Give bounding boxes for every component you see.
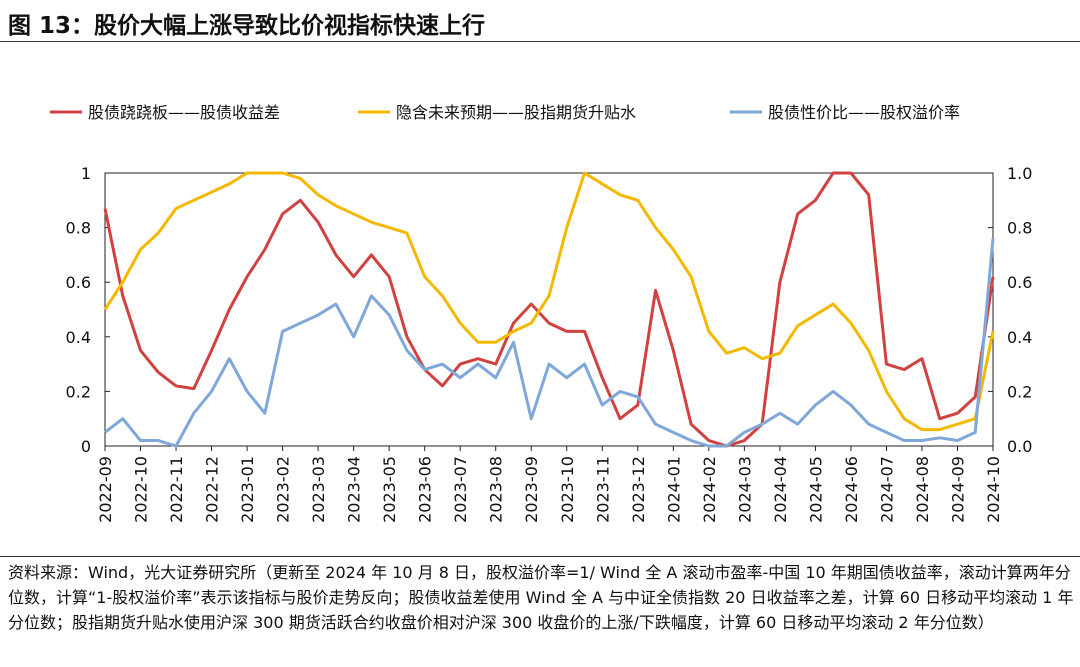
y2-tick-label: 0.2 — [1007, 382, 1032, 401]
x-tick-label: 2024-02 — [700, 456, 719, 523]
y-tick-label: 0.8 — [66, 219, 91, 238]
x-tick-label: 2023-01 — [238, 456, 257, 523]
x-tick-label: 2024-09 — [948, 456, 967, 523]
plot-frame — [104, 172, 994, 447]
x-tick-label: 2023-03 — [309, 456, 328, 523]
x-tick-label: 2023-06 — [416, 456, 435, 523]
y2-tick-label: 0.0 — [1007, 437, 1032, 456]
x-tick-label: 2023-09 — [522, 456, 541, 523]
legend-label: 股债性价比——股权溢价率 — [768, 103, 960, 122]
rule — [0, 41, 1080, 42]
x-tick-label: 2023-02 — [274, 456, 293, 523]
x-tick-label: 2023-05 — [380, 456, 399, 523]
line-series — [103, 171, 995, 448]
y-tick-label: 0.6 — [66, 273, 91, 292]
y2-tick-label: 0.4 — [1007, 328, 1032, 347]
x-tick-label: 2024-01 — [664, 456, 683, 523]
chart: 0 0.2 0.4 0.6 0.8 1 0.0 0.2 0.4 0.6 0.8 1.0 2022-09 2… — [50, 103, 1032, 523]
x-tick-label: 2023-12 — [629, 456, 648, 523]
x-tick-label: 2024-03 — [735, 456, 754, 523]
x-tick-label: 2022-11 — [167, 456, 186, 523]
x-tick-label: 2023-11 — [593, 456, 612, 523]
legend-label: 隐含未来预期——股指期货升贴水 — [396, 103, 636, 122]
line-series — [103, 171, 995, 432]
y2-tick-label: 1.0 — [1007, 164, 1032, 183]
y2-tick-label: 0.6 — [1007, 273, 1032, 292]
x-tick-label: 2023-08 — [487, 456, 506, 523]
x-tick-label: 2024-04 — [771, 456, 790, 523]
y-tick-label: 0.2 — [66, 382, 91, 401]
x-tick-label: 2023-10 — [558, 456, 577, 523]
y-tick-label: 0 — [81, 437, 91, 456]
y-tick-label: 0.4 — [66, 328, 91, 347]
x-tick-label: 2022-10 — [132, 456, 151, 523]
rule — [0, 556, 1080, 557]
note: 资料来源：Wind，光大证券研究所（更新至 2024 年 10 月 8 日，股权… — [8, 563, 1074, 632]
y2-tick-label: 0.8 — [1007, 219, 1032, 238]
x-tick-label: 2023-04 — [345, 456, 364, 523]
x-tick-label: 2022-12 — [203, 456, 222, 523]
x-tick-label: 2024-06 — [842, 456, 861, 523]
y-tick-label: 1 — [81, 164, 91, 183]
x-tick-label: 2024-07 — [877, 456, 896, 523]
x-tick-label: 2024-05 — [806, 456, 825, 523]
title: 图 13：股价大幅上涨导致比价视指标快速上行 — [8, 13, 486, 39]
line-series — [104, 238, 995, 448]
legend-label: 股债跷跷板——股债收益差 — [88, 103, 280, 122]
x-tick-label: 2024-08 — [913, 456, 932, 523]
x-tick-label: 2023-07 — [451, 456, 470, 523]
x-tick-label: 2024-10 — [984, 456, 1003, 523]
x-tick-label: 2022-09 — [96, 456, 115, 523]
